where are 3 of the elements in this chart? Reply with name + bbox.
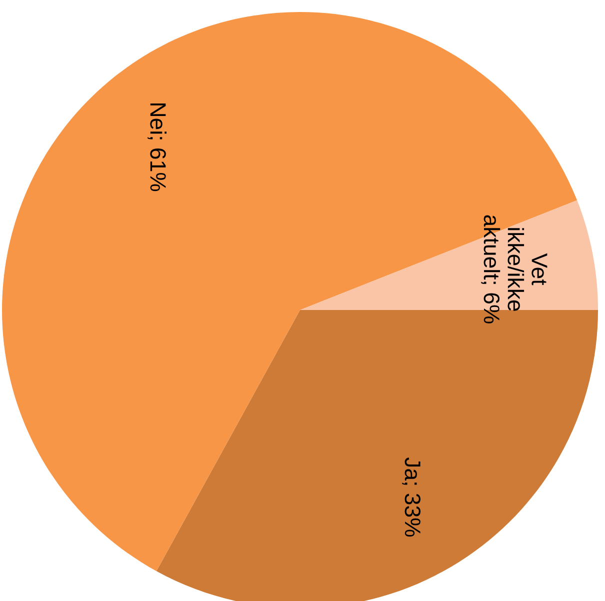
slice-label: Vet ikke/ikke aktuelt; 6% <box>481 215 548 324</box>
slice-label: Ja; 33% <box>402 457 421 537</box>
slice-label: Nei; 61% <box>148 104 166 192</box>
